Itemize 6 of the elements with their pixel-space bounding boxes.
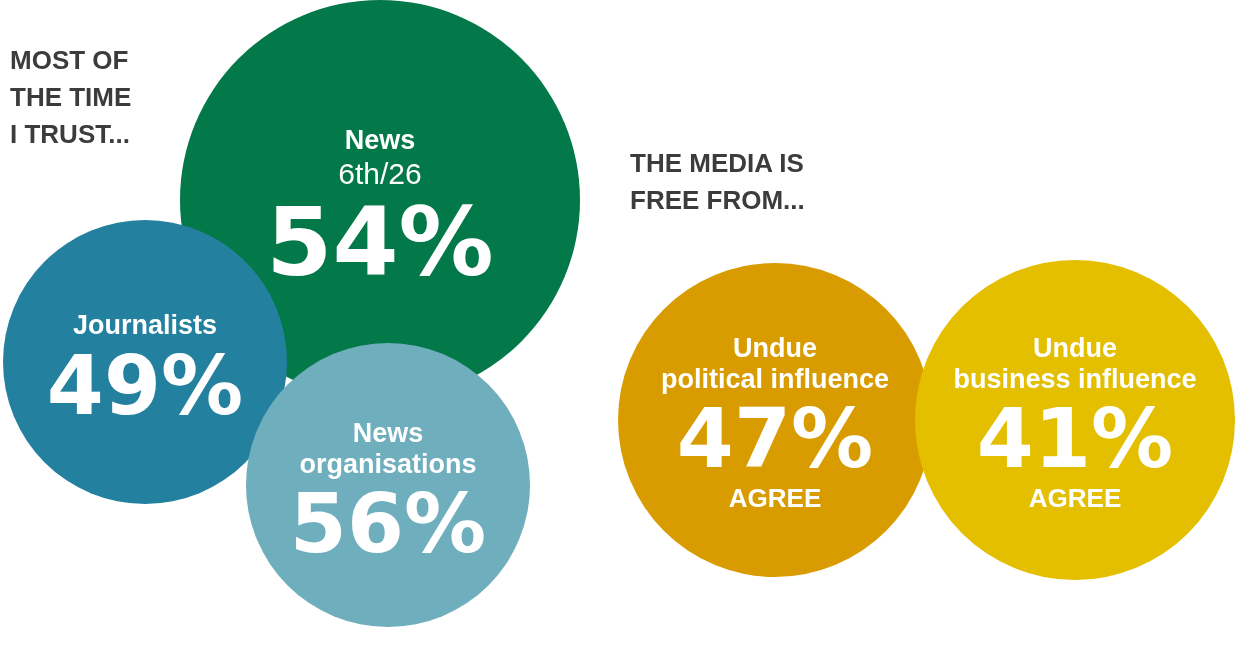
- text: THE MEDIA IS FREE FROM...: [630, 147, 806, 217]
- category-label: Undue political influence: [660, 332, 890, 394]
- category-label: News: [344, 125, 416, 156]
- category-label: Undue business influence: [953, 332, 1197, 394]
- text: MOST OF THE TIME I TRUST...: [10, 44, 133, 151]
- category-label: News organisations: [299, 417, 477, 479]
